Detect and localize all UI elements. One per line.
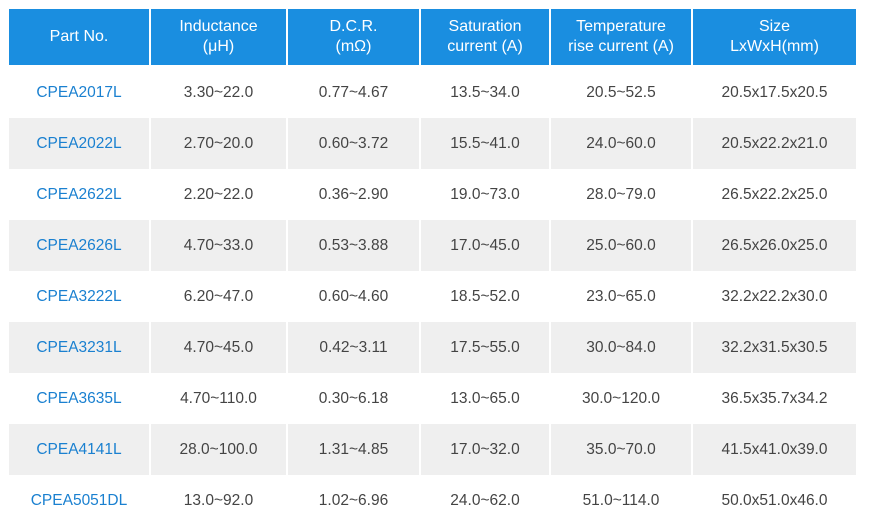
temp-rise-cell: 51.0~114.0 bbox=[551, 475, 691, 526]
header-row: Part No. Inductance (μH) D.C.R. (mΩ) Satur… bbox=[9, 9, 856, 65]
temp-rise-cell: 30.0~120.0 bbox=[551, 373, 691, 424]
saturation-cell: 24.0~62.0 bbox=[421, 475, 549, 526]
part-number-link[interactable]: CPEA4141L bbox=[9, 424, 149, 475]
header-temperature-rise-current: Temperature rise current (A) bbox=[551, 9, 691, 65]
dcr-cell: 0.53~3.88 bbox=[288, 220, 419, 271]
table-row: CPEA3635L 4.70~110.0 0.30~6.18 13.0~65.0… bbox=[9, 373, 856, 424]
dcr-cell: 0.77~4.67 bbox=[288, 65, 419, 118]
temp-rise-cell: 25.0~60.0 bbox=[551, 220, 691, 271]
inductance-cell: 2.20~22.0 bbox=[151, 169, 286, 220]
header-dcr-line2: (mΩ) bbox=[335, 38, 372, 55]
temp-rise-cell: 20.5~52.5 bbox=[551, 65, 691, 118]
table-body: CPEA2017L 3.30~22.0 0.77~4.67 13.5~34.0 … bbox=[9, 65, 856, 526]
size-cell: 26.5x26.0x25.0 bbox=[693, 220, 856, 271]
table-row: CPEA2017L 3.30~22.0 0.77~4.67 13.5~34.0 … bbox=[9, 65, 856, 118]
header-saturation-current: Saturation current (A) bbox=[421, 9, 549, 65]
header-saturation-line1: Saturation bbox=[448, 18, 522, 35]
inductance-cell: 4.70~33.0 bbox=[151, 220, 286, 271]
dcr-cell: 0.36~2.90 bbox=[288, 169, 419, 220]
table-row: CPEA3231L 4.70~45.0 0.42~3.11 17.5~55.0 … bbox=[9, 322, 856, 373]
part-number-link[interactable]: CPEA3222L bbox=[9, 271, 149, 322]
saturation-cell: 17.5~55.0 bbox=[421, 322, 549, 373]
header-dcr-line1: D.C.R. bbox=[329, 18, 378, 35]
size-cell: 20.5x17.5x20.5 bbox=[693, 65, 856, 118]
header-part-no-line1: Part No. bbox=[49, 28, 109, 45]
table-row: CPEA5051DL 13.0~92.0 1.02~6.96 24.0~62.0… bbox=[9, 475, 856, 526]
part-number-link[interactable]: CPEA2022L bbox=[9, 118, 149, 169]
table-header: Part No. Inductance (μH) D.C.R. (mΩ) Satur… bbox=[9, 9, 856, 65]
dcr-cell: 1.31~4.85 bbox=[288, 424, 419, 475]
header-size: Size LxWxH(mm) bbox=[693, 9, 856, 65]
part-number-link[interactable]: CPEA5051DL bbox=[9, 475, 149, 526]
dcr-cell: 0.42~3.11 bbox=[288, 322, 419, 373]
size-cell: 20.5x22.2x21.0 bbox=[693, 118, 856, 169]
table-row: CPEA2022L 2.70~20.0 0.60~3.72 15.5~41.0 … bbox=[9, 118, 856, 169]
saturation-cell: 19.0~73.0 bbox=[421, 169, 549, 220]
table-row: CPEA4141L 28.0~100.0 1.31~4.85 17.0~32.0… bbox=[9, 424, 856, 475]
header-inductance: Inductance (μH) bbox=[151, 9, 286, 65]
size-cell: 32.2x31.5x30.5 bbox=[693, 322, 856, 373]
size-cell: 50.0x51.0x46.0 bbox=[693, 475, 856, 526]
part-number-link[interactable]: CPEA2017L bbox=[9, 65, 149, 118]
inductance-cell: 13.0~92.0 bbox=[151, 475, 286, 526]
header-part-no: Part No. bbox=[9, 9, 149, 65]
inductance-cell: 4.70~110.0 bbox=[151, 373, 286, 424]
header-saturation-line2: current (A) bbox=[447, 38, 523, 55]
header-inductance-line1: Inductance bbox=[179, 18, 258, 35]
size-cell: 26.5x22.2x25.0 bbox=[693, 169, 856, 220]
temp-rise-cell: 23.0~65.0 bbox=[551, 271, 691, 322]
header-size-line2: LxWxH(mm) bbox=[730, 38, 819, 55]
header-temp-line2: rise current (A) bbox=[568, 38, 674, 55]
saturation-cell: 18.5~52.0 bbox=[421, 271, 549, 322]
saturation-cell: 17.0~45.0 bbox=[421, 220, 549, 271]
temp-rise-cell: 30.0~84.0 bbox=[551, 322, 691, 373]
part-number-link[interactable]: CPEA2622L bbox=[9, 169, 149, 220]
header-dcr: D.C.R. (mΩ) bbox=[288, 9, 419, 65]
inductor-spec-table: Part No. Inductance (μH) D.C.R. (mΩ) Satur… bbox=[7, 9, 858, 526]
saturation-cell: 13.0~65.0 bbox=[421, 373, 549, 424]
inductance-cell: 4.70~45.0 bbox=[151, 322, 286, 373]
saturation-cell: 17.0~32.0 bbox=[421, 424, 549, 475]
saturation-cell: 13.5~34.0 bbox=[421, 65, 549, 118]
dcr-cell: 0.60~4.60 bbox=[288, 271, 419, 322]
header-size-line1: Size bbox=[758, 18, 791, 35]
dcr-cell: 0.60~3.72 bbox=[288, 118, 419, 169]
temp-rise-cell: 35.0~70.0 bbox=[551, 424, 691, 475]
inductance-cell: 6.20~47.0 bbox=[151, 271, 286, 322]
table-row: CPEA2622L 2.20~22.0 0.36~2.90 19.0~73.0 … bbox=[9, 169, 856, 220]
header-inductance-line2: (μH) bbox=[202, 38, 235, 55]
table-row: CPEA3222L 6.20~47.0 0.60~4.60 18.5~52.0 … bbox=[9, 271, 856, 322]
inductance-cell: 2.70~20.0 bbox=[151, 118, 286, 169]
inductance-cell: 3.30~22.0 bbox=[151, 65, 286, 118]
size-cell: 41.5x41.0x39.0 bbox=[693, 424, 856, 475]
dcr-cell: 0.30~6.18 bbox=[288, 373, 419, 424]
size-cell: 36.5x35.7x34.2 bbox=[693, 373, 856, 424]
part-number-link[interactable]: CPEA3635L bbox=[9, 373, 149, 424]
table-row: CPEA2626L 4.70~33.0 0.53~3.88 17.0~45.0 … bbox=[9, 220, 856, 271]
size-cell: 32.2x22.2x30.0 bbox=[693, 271, 856, 322]
temp-rise-cell: 24.0~60.0 bbox=[551, 118, 691, 169]
temp-rise-cell: 28.0~79.0 bbox=[551, 169, 691, 220]
inductance-cell: 28.0~100.0 bbox=[151, 424, 286, 475]
saturation-cell: 15.5~41.0 bbox=[421, 118, 549, 169]
part-number-link[interactable]: CPEA3231L bbox=[9, 322, 149, 373]
part-number-link[interactable]: CPEA2626L bbox=[9, 220, 149, 271]
header-temp-line1: Temperature bbox=[576, 18, 666, 35]
dcr-cell: 1.02~6.96 bbox=[288, 475, 419, 526]
